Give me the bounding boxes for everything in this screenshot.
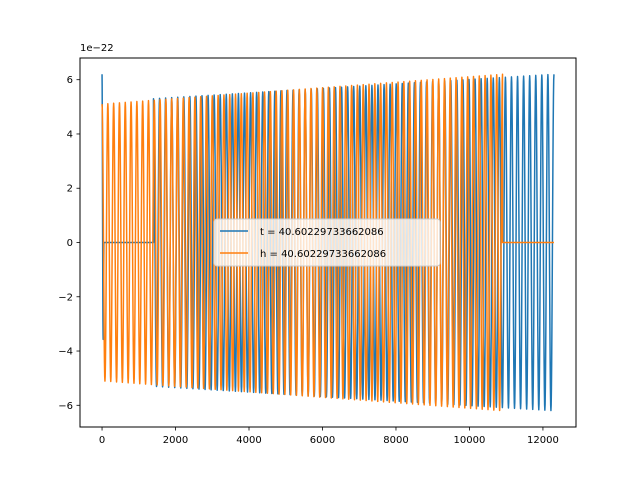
- x-tick-label: 2000: [163, 435, 188, 446]
- x-tick-label: 12000: [527, 435, 559, 446]
- legend-label-h: h = 40.60229733662086: [260, 249, 386, 260]
- y-tick-label: 4: [67, 129, 73, 140]
- x-tick-label: 10000: [454, 435, 486, 446]
- y-tick-label: −2: [58, 292, 73, 303]
- y-offset-label: 1e−22: [80, 43, 114, 54]
- y-tick-label: −6: [58, 401, 73, 412]
- legend-label-t: t = 40.60229733662086: [260, 227, 384, 238]
- series-line-1: [101, 73, 554, 412]
- x-tick-label: 8000: [383, 435, 408, 446]
- x-tick-label: 0: [99, 435, 105, 446]
- y-tick-label: 2: [67, 184, 73, 195]
- x-tick-label: 4000: [236, 435, 261, 446]
- x-tick-label: 6000: [310, 435, 335, 446]
- y-tick-label: −4: [58, 347, 73, 358]
- legend: t = 40.60229733662086 h = 40.60229733662…: [213, 218, 441, 267]
- y-tick-label: 0: [67, 238, 73, 249]
- ticks-layer: 0 2000 4000 6000 8000 10000 12000 −6 −4 −2 0 2 4 6: [58, 75, 559, 446]
- legend-frame: [213, 218, 441, 267]
- y-tick-label: 6: [67, 75, 73, 86]
